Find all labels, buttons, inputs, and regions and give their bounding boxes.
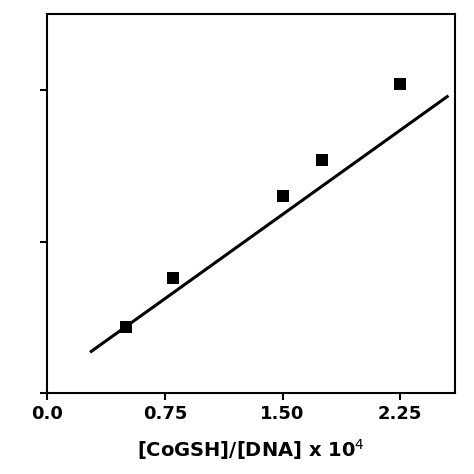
Point	[279, 192, 286, 200]
Point	[318, 156, 326, 164]
Point	[169, 274, 177, 282]
X-axis label: [CoGSH]/[DNA] x 10$^{4}$: [CoGSH]/[DNA] x 10$^{4}$	[137, 437, 365, 462]
Point	[396, 80, 404, 88]
Point	[122, 323, 129, 330]
